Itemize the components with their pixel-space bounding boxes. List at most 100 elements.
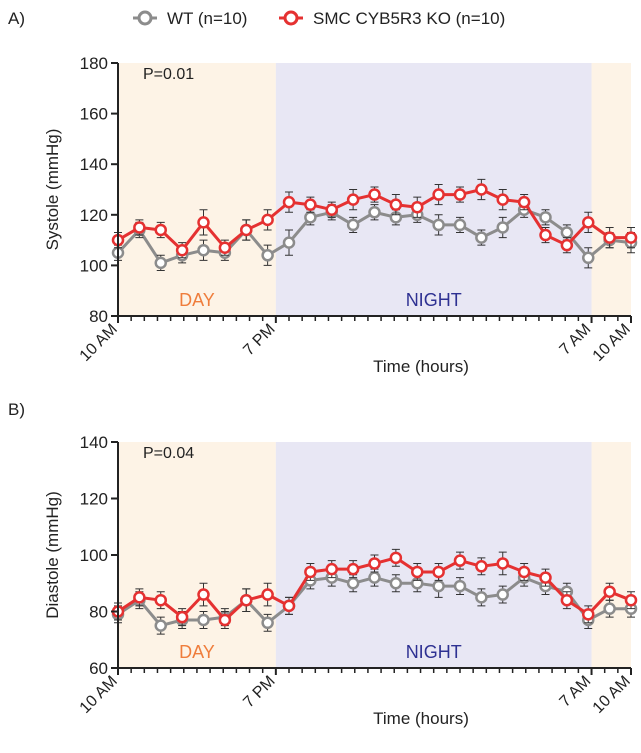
panel-b-x-tick-label: 10 AM — [590, 673, 634, 717]
panel-a-ko-point — [240, 223, 253, 237]
panel-b-band-label-day: DAY — [179, 642, 215, 662]
panel-a-band-labels: DAY NIGHT — [179, 290, 462, 310]
panel-b-ko-point — [346, 562, 360, 576]
panel-b-x-tick-label: 10 AM — [77, 673, 121, 717]
panel-b-band-label-night: NIGHT — [406, 642, 462, 662]
legend-wt-marker — [137, 10, 153, 26]
panel-a-ko-point — [603, 231, 616, 244]
panel-a-wt-point — [582, 251, 595, 265]
panel-a-y-tick-label: 140 — [80, 155, 108, 174]
panel-a-ko-point — [154, 223, 167, 237]
panel-a-ko-point — [624, 231, 638, 244]
legend-ko-label: SMC CYB5R3 KO (n=10) — [313, 9, 505, 28]
panel-b-wt-point — [368, 571, 381, 584]
panel-b-ko-point — [389, 551, 403, 565]
panel-a-ko-point — [282, 195, 296, 209]
panel-a-wt-point — [368, 206, 381, 219]
panel-a-wt-point — [346, 218, 360, 232]
panel-b-ko-point — [304, 565, 317, 579]
panel-b-y-tick-label: 120 — [80, 490, 108, 509]
panel-b-label: B) — [8, 400, 25, 419]
panel-a-wt-point — [432, 218, 445, 232]
panel-a-ko-point — [582, 216, 595, 229]
panel-a-y-tick-label: 160 — [80, 105, 108, 124]
panel-a-bands — [118, 63, 631, 316]
panel-b-ko-point — [282, 599, 296, 613]
panel-b-ko-point — [560, 593, 574, 607]
panel-a-x-tick-label: 10 AM — [590, 321, 634, 365]
panel-b-pvalue: P=0.04 — [143, 445, 194, 462]
panel-b-series — [111, 548, 638, 635]
panel-b-y-tick-label: 80 — [89, 603, 108, 622]
panel-a-y-tick-label: 180 — [80, 54, 108, 73]
panel-b-wt-point — [603, 602, 616, 615]
panel-a-ko-point — [496, 193, 509, 206]
panel-b-wt-point — [453, 579, 467, 593]
panel-b-y-tick-label: 60 — [89, 659, 108, 678]
panel-a-band-day-2 — [591, 63, 631, 316]
panel-a-x-tick-label: 10 AM — [77, 321, 121, 365]
panel-a-ko-point — [197, 216, 210, 229]
panel-a-ko-point — [346, 193, 360, 206]
panel-a-wt-point — [304, 211, 317, 224]
panel-a-ko-point — [411, 200, 424, 214]
panel-b-wt-point — [197, 613, 210, 627]
panel-a-wt-point — [496, 221, 509, 234]
panel-b-ko-point — [154, 593, 167, 607]
panel-b-y-tick-label: 100 — [80, 546, 108, 565]
panel-a-ylabel: Systole (mmHg) — [43, 129, 62, 251]
panel-b-ylabel: Diastole (mmHg) — [43, 491, 62, 619]
panel-b-ko-point — [411, 565, 424, 579]
panel-b-ko-point — [240, 593, 253, 607]
panel-b-y-tick-label: 140 — [80, 433, 108, 452]
panel-b-ko-point — [218, 613, 232, 627]
legend-wt-label: WT (n=10) — [167, 9, 247, 28]
panel-b-bands — [118, 442, 631, 668]
panel-b-ko-point — [517, 565, 531, 579]
panel-b-ko-point — [368, 557, 381, 570]
legend-item-wt: WT (n=10) — [133, 9, 247, 28]
panel-b-ko-point — [325, 562, 338, 576]
panel-a-wt-point — [560, 226, 574, 239]
panel-a-xlabel: Time (hours) — [373, 357, 469, 376]
panel-a-ko-point — [453, 188, 467, 201]
panel-b-ko-point — [624, 593, 638, 607]
panel-b-wt-point — [432, 579, 445, 593]
panel-a-ko-point — [475, 183, 488, 196]
panel-a-wt-point — [282, 236, 296, 249]
panel-a-ko-point — [304, 198, 317, 211]
panel-b-ko-point — [582, 608, 595, 621]
panel-a-y-tick-label: 100 — [80, 256, 108, 275]
legend: WT (n=10) SMC CYB5R3 KO (n=10) — [133, 9, 505, 28]
panel-a-pvalue: P=0.01 — [143, 66, 194, 83]
panel-a-wt-point — [539, 211, 552, 224]
panel-a-wt-point — [154, 256, 167, 270]
panel-b-ko-point — [261, 588, 274, 601]
panel-b-xlabel: Time (hours) — [373, 709, 469, 728]
panel-a-ko-point — [368, 188, 381, 201]
panel-b-ko-point — [539, 571, 552, 584]
panel-b-ko-point — [432, 565, 445, 579]
panel-b-wt-point — [475, 591, 488, 604]
panel-b-wt-point — [261, 616, 274, 630]
legend-ko-marker — [283, 10, 299, 26]
panel-a-band-night — [275, 63, 592, 316]
panel-a-ko-point — [560, 238, 574, 252]
panel-a-label: A) — [8, 9, 25, 28]
panel-b-x-tick-label: 7 PM — [240, 673, 278, 711]
panel-a-ko-point — [517, 195, 531, 209]
panel-b-band-day-0 — [118, 442, 276, 668]
panel-a-ko-point — [389, 198, 403, 211]
panel-a-y-tick-label: 80 — [89, 307, 108, 326]
panel-a-band-label-day: DAY — [179, 290, 215, 310]
panel-a-series — [111, 178, 638, 271]
panel-b-ko-point — [197, 588, 210, 601]
panel-a-ko-point — [432, 188, 445, 201]
panel-b-wt-point — [154, 619, 167, 632]
panel-b-wt-point — [389, 577, 403, 590]
panel-b-band-day-2 — [591, 442, 631, 668]
panel-b-ko-point — [175, 610, 189, 624]
